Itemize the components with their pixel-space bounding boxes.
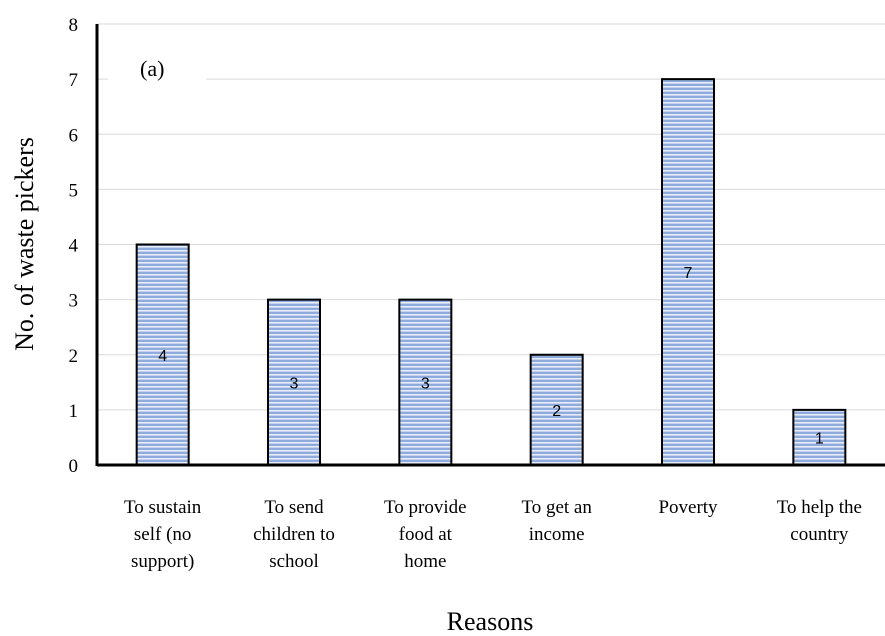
y-tick-label: 3 [69, 291, 79, 312]
data-label: 3 [421, 375, 430, 392]
panel-label-background [108, 46, 206, 88]
bar [792, 408, 847, 466]
x-category-label: To sustain self (no support) [124, 497, 202, 572]
bar [398, 298, 453, 466]
y-axis-title: No. of waste pickers [10, 137, 39, 351]
y-tick-labels: 0 1 2 3 4 5 6 7 8 [69, 15, 79, 477]
x-category-label-line: food at [399, 524, 453, 545]
x-category-label: To get an income [521, 497, 592, 545]
x-category-label-line: To help the [777, 497, 862, 518]
x-category-label-line: children to [253, 524, 335, 545]
x-category-label-line: school [269, 551, 319, 572]
bars [135, 78, 847, 466]
gridlines [97, 23, 885, 411]
x-category-label-line: To send [264, 497, 324, 518]
x-category-label-line: country [790, 524, 849, 545]
bar [661, 78, 715, 466]
data-label: 3 [290, 375, 299, 392]
x-category-label: To provide food at home [384, 497, 467, 572]
data-label: 7 [684, 265, 693, 282]
x-category-label-line: To get an [521, 497, 592, 518]
y-tick-label: 7 [69, 70, 79, 91]
data-label: 1 [815, 430, 824, 447]
x-category-label-line: To sustain [124, 497, 202, 518]
data-labels: 4 3 3 2 7 1 [158, 265, 824, 447]
x-category-label: To send children to school [253, 497, 335, 572]
x-axis-title: Reasons [447, 607, 534, 636]
x-category-label-line: Poverty [658, 497, 718, 518]
x-category-label-line: To provide [384, 497, 467, 518]
panel-label: (a) [140, 56, 164, 81]
bar [135, 243, 190, 466]
x-category-label-line: self (no [134, 524, 192, 545]
bar [529, 353, 584, 466]
x-category-label: To help the country [777, 497, 862, 545]
y-tick-label: 0 [69, 456, 79, 477]
y-tick-label: 2 [69, 346, 79, 367]
y-tick-label: 8 [69, 15, 79, 36]
x-category-label: Poverty [658, 497, 718, 518]
data-label: 2 [552, 403, 561, 420]
y-tick-label: 4 [69, 236, 79, 257]
axes [95, 24, 885, 467]
data-label: 4 [158, 348, 167, 365]
x-category-label-line: home [404, 551, 446, 572]
x-category-labels: To sustain self (no support) To send childre… [124, 497, 862, 572]
y-tick-label: 6 [69, 125, 79, 146]
bar [267, 298, 321, 466]
x-category-label-line: support) [131, 551, 194, 572]
y-tick-label: 5 [69, 180, 79, 201]
y-tick-label: 1 [69, 401, 79, 422]
x-category-label-line: income [529, 524, 585, 545]
